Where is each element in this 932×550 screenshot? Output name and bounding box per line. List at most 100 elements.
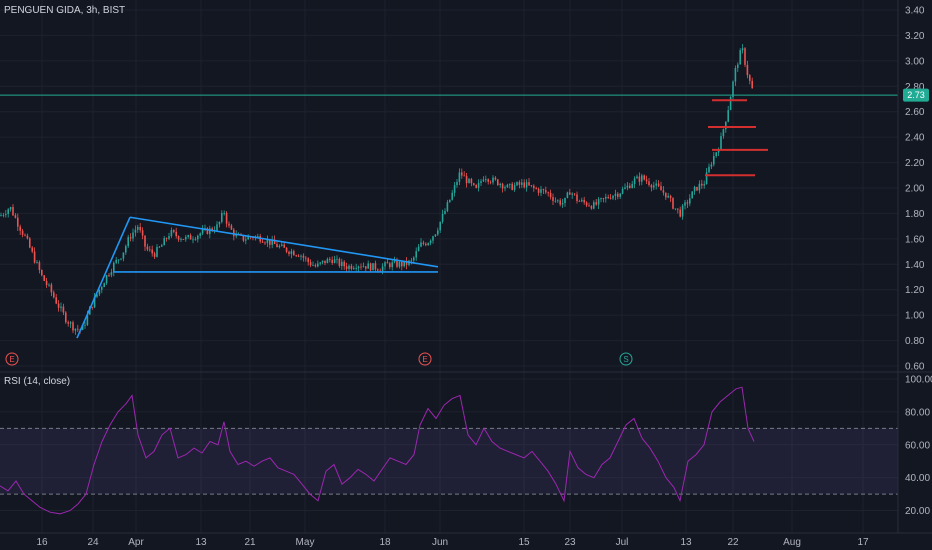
candle-body: [696, 186, 698, 191]
candle-body: [24, 234, 26, 236]
candle-body: [348, 265, 350, 269]
candle-body: [170, 230, 173, 237]
candle-body: [216, 224, 218, 231]
event-marker[interactable]: S: [619, 352, 633, 366]
candle-body: [583, 199, 585, 203]
candle-body: [381, 266, 384, 272]
price-tick-label: 1.60: [905, 234, 925, 245]
candle-body: [55, 297, 57, 304]
candle-body: [158, 246, 161, 248]
rsi-tick-label: 80.00: [905, 407, 930, 418]
candle-body: [290, 251, 293, 254]
event-marker[interactable]: E: [5, 352, 19, 366]
candle-body: [350, 265, 353, 269]
candle-body: [271, 239, 273, 245]
candle-body: [698, 183, 701, 191]
candle-body: [715, 152, 717, 156]
candle-body: [33, 251, 36, 263]
event-marker[interactable]: E: [418, 352, 432, 366]
time-tick-label: 15: [518, 537, 530, 548]
candle-body: [345, 266, 348, 269]
candle-body: [187, 235, 189, 237]
candle-body: [667, 195, 669, 198]
candle-body: [9, 207, 12, 210]
candle-body: [113, 262, 115, 273]
candle-body: [91, 306, 93, 308]
candle-body: [122, 252, 125, 259]
candle-body: [429, 240, 432, 244]
candle-body: [561, 203, 564, 205]
candle-body: [480, 181, 482, 183]
rsi-title[interactable]: RSI (14, close): [4, 376, 70, 387]
candle-body: [153, 253, 156, 257]
candle-body: [576, 194, 578, 202]
candle-body: [506, 184, 509, 188]
candle-body: [48, 284, 50, 286]
time-tick-label: 13: [195, 537, 207, 548]
candle-body: [26, 235, 29, 239]
candle-body: [343, 261, 345, 267]
candle-body: [504, 187, 506, 189]
trendline[interactable]: [129, 216, 439, 268]
candle-body: [458, 172, 461, 182]
candle-body: [389, 263, 391, 268]
candle-body: [105, 275, 108, 284]
candle-body: [645, 179, 648, 182]
candle-body: [65, 312, 67, 323]
candle-body: [285, 247, 288, 252]
symbol-title[interactable]: PENGUEN GIDA, 3h, BIST: [4, 5, 125, 16]
candle-body: [125, 246, 127, 253]
candle-body: [451, 192, 453, 200]
rsi-series-line: [0, 386, 755, 515]
overlays: [0, 94, 898, 339]
candle-body: [197, 235, 199, 240]
trendline[interactable]: [76, 216, 131, 339]
candle-body: [619, 193, 621, 197]
price-tick-label: 3.00: [905, 56, 925, 67]
candle-body: [201, 229, 204, 234]
time-tick-label: 24: [87, 537, 99, 548]
time-tick-label: 23: [564, 537, 576, 548]
candle-body: [168, 236, 170, 239]
candle-body: [192, 239, 194, 241]
price-tick-label: 1.80: [905, 209, 925, 220]
price-tick-label: 2.60: [905, 107, 925, 118]
candle-body: [607, 196, 609, 198]
candle-body: [415, 251, 417, 258]
candle-body: [177, 236, 180, 240]
candle-body: [566, 192, 569, 198]
candle-body: [621, 188, 624, 194]
time-tick-label: 22: [727, 537, 739, 548]
candle-body: [185, 236, 187, 240]
candle-body: [300, 255, 302, 257]
candle-body: [648, 181, 650, 186]
candle-body: [473, 183, 475, 185]
candle-body: [317, 263, 319, 267]
candle-body: [600, 198, 602, 200]
candle-body: [362, 266, 365, 268]
candle-body: [283, 244, 285, 248]
candle-body: [537, 188, 540, 193]
candle-body: [245, 239, 247, 241]
rsi-band-fill: [0, 428, 898, 495]
candle-body: [693, 186, 696, 192]
candle-body: [175, 231, 177, 237]
candle-body: [665, 192, 667, 198]
candle-body: [77, 328, 79, 330]
time-tick-label: 13: [680, 537, 692, 548]
candle-body: [581, 199, 583, 202]
candle-body: [585, 202, 588, 206]
candle-body: [355, 268, 357, 269]
candle-body: [437, 230, 439, 235]
rsi-band: [0, 427, 898, 495]
candle-body: [149, 249, 151, 251]
candle-body: [509, 183, 511, 185]
candle-body: [225, 212, 228, 224]
candle-body: [475, 184, 477, 188]
time-tick-label: 17: [857, 537, 869, 548]
candle-body: [427, 243, 429, 246]
candle-body: [405, 260, 408, 265]
candle-body: [686, 202, 689, 204]
candle-body: [420, 242, 422, 247]
candle-body: [242, 234, 245, 241]
